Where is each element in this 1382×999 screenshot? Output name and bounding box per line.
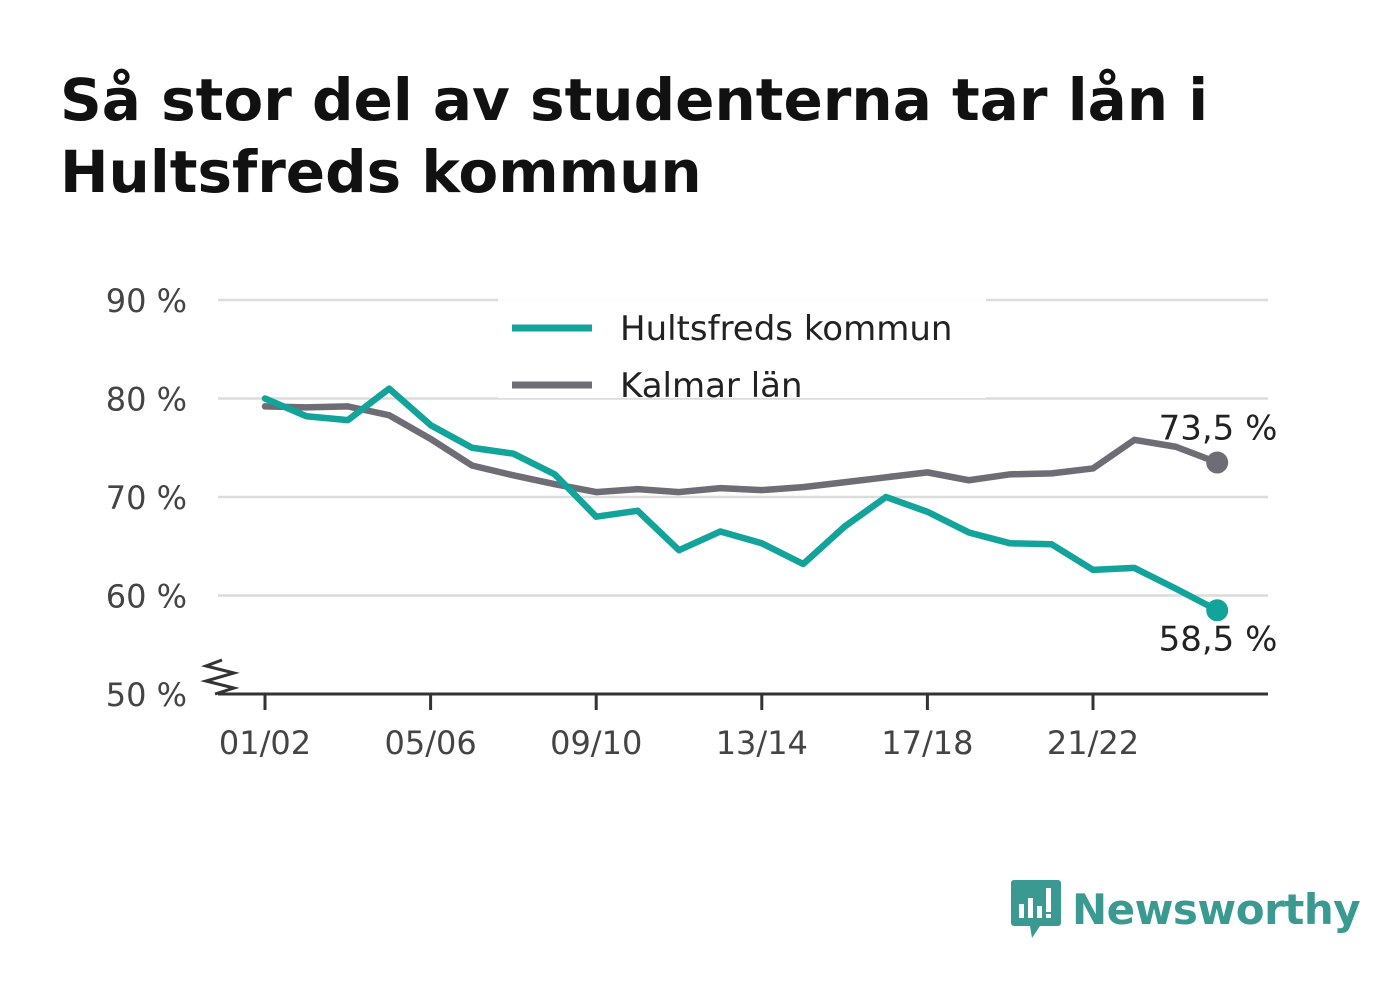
- legend-background: [498, 298, 986, 398]
- y-axis-tick-labels: 50 % 60 % 70 % 80 % 90 %: [106, 282, 187, 714]
- x-axis: 01/02 05/06 09/10 13/14 17/18 21/22: [200, 658, 1268, 762]
- series-line: [261, 385, 1221, 614]
- x-tick-label: 01/02: [219, 724, 311, 762]
- series-line: [261, 403, 1221, 496]
- series-end-marker: [1206, 451, 1229, 474]
- brand-name: Newsworthy: [1072, 884, 1361, 934]
- y-tick-label: 70 %: [106, 479, 187, 517]
- x-tick-label: 05/06: [384, 724, 476, 762]
- chart-title: Så stor del av studenterna tar lån i Hul…: [60, 66, 1209, 206]
- x-tick-label: 13/14: [716, 724, 808, 762]
- end-value-label: 73,5 %: [1159, 409, 1278, 449]
- newsworthy-brand: Newsworthy: [1010, 878, 1361, 940]
- end-value-label: 58,5 %: [1159, 619, 1278, 659]
- series-end-marker: [1206, 599, 1229, 622]
- legend-label: Kalmar län: [620, 366, 803, 406]
- axis-break-marker: [200, 658, 240, 696]
- newsworthy-logo-icon: [1011, 880, 1061, 938]
- x-tick-label: 21/22: [1047, 724, 1139, 762]
- legend-label: Hultsfreds kommun: [620, 309, 952, 349]
- y-tick-label: 80 %: [106, 381, 187, 419]
- y-tick-label: 90 %: [106, 282, 187, 320]
- x-tick-label: 09/10: [550, 724, 642, 762]
- series-lines: [261, 385, 1229, 622]
- legend: Hultsfreds kommun Kalmar län: [498, 298, 986, 406]
- y-tick-label: 60 %: [106, 578, 187, 616]
- y-tick-label: 50 %: [106, 676, 187, 714]
- x-tick-label: 17/18: [881, 724, 973, 762]
- end-value-labels: 58,5 % 73,5 %: [1159, 409, 1278, 660]
